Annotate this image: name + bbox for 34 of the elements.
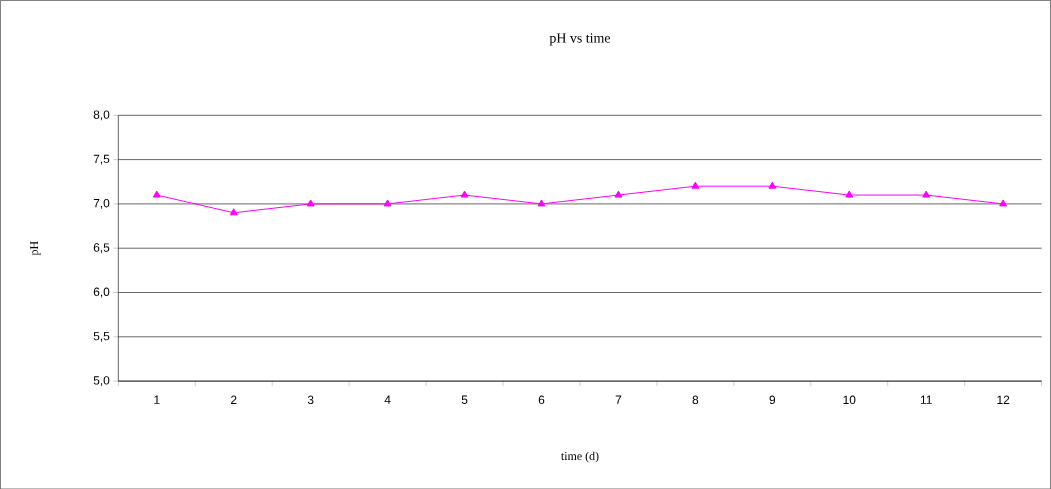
y-tick-label: 8,0	[93, 110, 110, 121]
x-tick-label: 10	[843, 395, 856, 404]
point	[383, 199, 392, 207]
y-axis-title: pH	[30, 241, 41, 256]
x-tick-label: 9	[769, 395, 776, 404]
x-tick-label: 4	[384, 395, 391, 404]
point	[768, 181, 777, 189]
point	[152, 190, 161, 198]
y-tick-label: 7,0	[93, 198, 110, 209]
point	[845, 190, 854, 198]
x-tick-label: 1	[154, 395, 160, 404]
point	[306, 199, 315, 207]
y-tick-label: 6,0	[93, 287, 110, 298]
x-tick-label: 6	[538, 395, 545, 404]
point	[691, 181, 700, 189]
point	[460, 190, 469, 198]
x-axis-title: time (d)	[561, 451, 599, 463]
x-tick-label: 7	[615, 395, 622, 404]
point	[537, 199, 546, 207]
point	[999, 199, 1008, 207]
point	[922, 190, 931, 198]
y-tick-label: 7,5	[93, 154, 110, 165]
y-tick-label: 5,5	[93, 331, 110, 342]
point	[229, 208, 238, 216]
y-tick-label: 5,0	[93, 375, 110, 386]
chart-title: pH vs time	[549, 33, 611, 46]
x-tick-label: 5	[461, 395, 468, 404]
x-tick-label: 3	[307, 395, 314, 404]
x-tick-label: 11	[920, 395, 932, 404]
point	[614, 190, 623, 198]
x-tick-label: 12	[997, 395, 1010, 404]
y-tick-label: 6,5	[93, 243, 110, 253]
x-tick-label: 2	[231, 395, 237, 404]
x-tick-label: 8	[692, 395, 699, 404]
